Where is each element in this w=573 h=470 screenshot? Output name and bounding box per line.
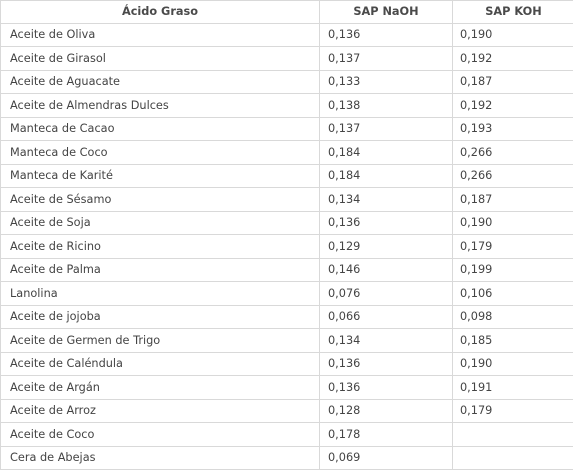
cell-sap-koh: 0,185 <box>453 329 573 353</box>
cell-sap-koh: 0,192 <box>453 47 573 71</box>
header-acido-graso: Ácido Graso <box>1 1 320 24</box>
cell-acido-graso: Lanolina <box>1 282 320 306</box>
cell-acido-graso: Aceite de Germen de Trigo <box>1 329 320 353</box>
cell-sap-koh: 0,190 <box>453 23 573 47</box>
cell-acido-graso: Aceite de Soja <box>1 211 320 235</box>
cell-sap-koh: 0,191 <box>453 376 573 400</box>
cell-sap-naoh: 0,137 <box>320 47 453 71</box>
cell-sap-naoh: 0,133 <box>320 70 453 94</box>
cell-acido-graso: Aceite de jojoba <box>1 305 320 329</box>
cell-sap-naoh: 0,146 <box>320 258 453 282</box>
header-sap-naoh: SAP NaOH <box>320 1 453 24</box>
cell-sap-koh: 0,187 <box>453 188 573 212</box>
cell-sap-koh: 0,187 <box>453 70 573 94</box>
cell-sap-naoh: 0,066 <box>320 305 453 329</box>
cell-sap-naoh: 0,184 <box>320 141 453 165</box>
cell-sap-naoh: 0,136 <box>320 376 453 400</box>
cell-acido-graso: Manteca de Karité <box>1 164 320 188</box>
cell-acido-graso: Aceite de Oliva <box>1 23 320 47</box>
cell-acido-graso: Aceite de Aguacate <box>1 70 320 94</box>
cell-sap-naoh: 0,076 <box>320 282 453 306</box>
cell-sap-koh <box>453 423 573 447</box>
cell-sap-naoh: 0,138 <box>320 94 453 118</box>
cell-acido-graso: Cera de Abejas <box>1 446 320 470</box>
cell-sap-naoh: 0,134 <box>320 188 453 212</box>
cell-acido-graso: Aceite de Almendras Dulces <box>1 94 320 118</box>
cell-sap-koh: 0,179 <box>453 399 573 423</box>
cell-acido-graso: Aceite de Coco <box>1 423 320 447</box>
table-header-row: Ácido Graso SAP NaOH SAP KOH <box>1 1 573 24</box>
cell-acido-graso: Aceite de Arroz <box>1 399 320 423</box>
cell-sap-koh: 0,266 <box>453 141 573 165</box>
cell-sap-naoh: 0,069 <box>320 446 453 470</box>
cell-sap-koh: 0,098 <box>453 305 573 329</box>
cell-acido-graso: Manteca de Cacao <box>1 117 320 141</box>
cell-acido-graso: Aceite de Sésamo <box>1 188 320 212</box>
cell-sap-naoh: 0,134 <box>320 329 453 353</box>
cell-sap-naoh: 0,136 <box>320 23 453 47</box>
cell-acido-graso: Aceite de Palma <box>1 258 320 282</box>
cell-acido-graso: Aceite de Girasol <box>1 47 320 71</box>
cell-sap-naoh: 0,184 <box>320 164 453 188</box>
cell-acido-graso: Aceite de Argán <box>1 376 320 400</box>
cell-sap-naoh: 0,178 <box>320 423 453 447</box>
cell-sap-naoh: 0,129 <box>320 235 453 259</box>
cell-sap-naoh: 0,136 <box>320 352 453 376</box>
cell-sap-koh: 0,266 <box>453 164 573 188</box>
cell-sap-naoh: 0,128 <box>320 399 453 423</box>
cell-sap-koh: 0,199 <box>453 258 573 282</box>
cell-sap-naoh: 0,137 <box>320 117 453 141</box>
cell-acido-graso: Aceite de Ricino <box>1 235 320 259</box>
cell-sap-koh: 0,190 <box>453 352 573 376</box>
cell-acido-graso: Aceite de Caléndula <box>1 352 320 376</box>
cell-sap-koh: 0,192 <box>453 94 573 118</box>
cell-sap-naoh: 0,136 <box>320 211 453 235</box>
cell-sap-koh: 0,190 <box>453 211 573 235</box>
cell-sap-koh: 0,106 <box>453 282 573 306</box>
header-sap-koh: SAP KOH <box>453 1 573 24</box>
cell-acido-graso: Manteca de Coco <box>1 141 320 165</box>
cell-sap-koh <box>453 446 573 470</box>
cell-sap-koh: 0,179 <box>453 235 573 259</box>
cell-sap-koh: 0,193 <box>453 117 573 141</box>
